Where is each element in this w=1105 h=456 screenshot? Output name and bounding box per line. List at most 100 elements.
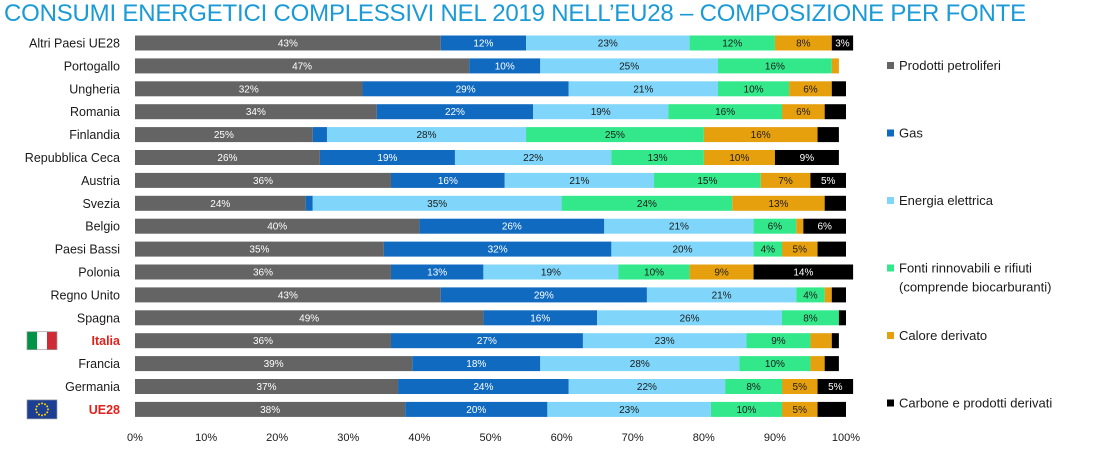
bar-segment [469,58,541,74]
data-label: 8% [796,39,811,50]
bar-segment [483,264,619,280]
bar-segment [526,127,704,143]
bar-segment [398,379,569,394]
bar-segment [703,127,818,143]
chart-title: CONSUMI ENERGETICI COMPLESSIVI NEL 2019 … [4,0,1026,27]
category-label: Paesi Bassi [55,243,120,257]
bar-segment [824,287,832,303]
bar-row: Ungheria 32% 29% 21% 10% 6% [69,81,846,97]
data-label: 13% [768,199,788,210]
legend-item: Fonti rinnovabili e rifiuti (comprende bi… [887,261,1051,295]
bar-segment [383,241,612,257]
bar-row: Altri Paesi UE28 43% 12% 23% 12% 8% 3% [29,35,854,51]
data-label: 13% [427,268,447,279]
category-label: Polonia [78,266,120,280]
bar-segment [135,287,441,303]
legend-label: Energia elettrica [899,193,994,208]
bar-segment [135,127,313,143]
data-label: 4% [761,245,776,256]
legend-label: Fonti rinnovabili e rifiuti [899,261,1032,276]
data-label: 32% [488,245,508,256]
data-label: 5% [793,405,808,416]
data-label: 25% [605,130,625,141]
data-label: 34% [246,107,266,118]
bar-segment [135,379,399,394]
data-label: 49% [299,313,319,324]
data-label: 36% [253,268,273,279]
bar-segment [135,333,391,349]
data-label: 21% [569,176,589,187]
bar-segment [412,356,541,372]
bar-segment [810,356,825,372]
bar-segment [582,333,747,349]
bar-segment [568,81,719,97]
bar-segment [135,218,420,234]
bar-segment [362,81,569,97]
bar-row: Spagna 49% 16% 26% 8% [77,310,846,326]
bar-row: Francia 39% 18% 28% 10% [78,356,839,372]
bar-segment [135,310,484,326]
bar-segment [689,264,754,280]
data-label: 47% [292,61,312,72]
bar-segment [646,287,797,303]
bar-segment [824,356,839,372]
data-label: 28% [630,359,650,370]
legend-swatch [887,399,894,407]
legend-label: Carbone e prodotti derivati [899,396,1052,411]
x-tick-label: 80% [693,432,715,444]
bar-segment [483,310,598,326]
eu-flag-icon [26,399,58,420]
bar-segment [135,241,384,257]
data-label: 19% [541,268,561,279]
bar-segment [703,150,775,165]
x-tick-label: 40% [408,432,430,444]
bar-segment [390,264,484,280]
x-tick-label: 50% [479,432,501,444]
bar-segment [533,104,669,120]
bar-row: UE28 38% 20% 23% 10% 5% [89,401,846,417]
bar-segment [135,264,391,280]
bar-segment [796,218,804,234]
category-label: Romania [70,105,120,119]
bar-segment [824,195,846,211]
category-label: Ungheria [69,82,120,96]
category-label: Portogallo [64,59,120,73]
category-label: Altri Paesi UE28 [29,37,120,51]
data-label: 35% [249,245,269,256]
bar-segment [838,310,846,326]
bar-row: Romania 34% 22% 19% 16% 6% [70,104,846,120]
bar-segment [782,401,818,417]
bar-segment [718,81,790,97]
data-label: 8% [746,382,761,393]
bar-segment [135,356,413,372]
bar-segment [540,58,719,74]
bar-segment [831,58,839,74]
data-label: 39% [264,359,284,370]
data-label: 16% [438,176,458,187]
italy-flag-icon [26,331,58,351]
bar-segment [135,58,470,74]
data-label: 23% [619,405,639,416]
legend-item: Gas [887,126,923,141]
bar-segment [774,35,832,51]
data-label: 10% [765,359,785,370]
data-label: 16% [765,61,785,72]
data-label: 27% [477,336,497,347]
data-label: 15% [697,176,717,187]
legend-label: Calore derivato [899,328,987,343]
bar-segment [760,172,811,188]
legend-swatch [887,332,894,339]
data-label: 6% [796,107,811,118]
bar-segment [135,150,320,165]
category-label: UE28 [89,403,120,417]
bar-segment [568,379,726,394]
bar-segment [319,150,455,165]
data-label: 3% [835,39,850,50]
bar-segment [831,287,846,303]
x-tick-label: 60% [551,432,573,444]
x-tick-label: 30% [337,432,359,444]
bar-row: Repubblica Ceca 26% 19% 22% 13% 10% 9% [25,150,839,165]
data-label: 9% [800,153,815,164]
category-label: Finlandia [69,128,120,142]
data-label: 20% [466,405,486,416]
